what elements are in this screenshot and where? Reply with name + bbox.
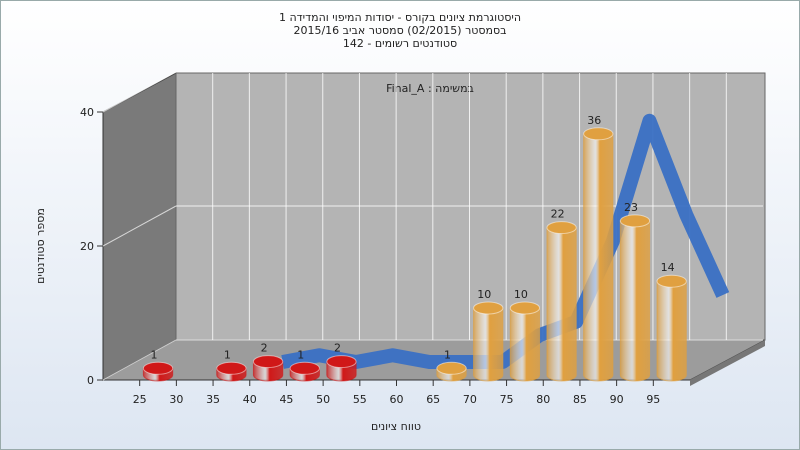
bar-body bbox=[509, 307, 541, 382]
bar-top bbox=[546, 221, 577, 235]
x-tick-label: 45 bbox=[279, 393, 293, 406]
x-tick-label: 65 bbox=[426, 393, 440, 406]
bar bbox=[583, 127, 614, 382]
bar-body bbox=[583, 133, 614, 382]
data-label: 1 bbox=[224, 348, 231, 361]
data-label: 23 bbox=[624, 201, 638, 214]
bar-top bbox=[216, 361, 247, 375]
grid-line bbox=[102, 339, 177, 381]
bar bbox=[216, 361, 247, 382]
title-line: היסטוגרמת ציונים בקורס - יסודות המיפוי ו… bbox=[279, 11, 521, 24]
bar bbox=[546, 221, 577, 382]
data-label: 2 bbox=[334, 342, 341, 355]
x-tick-label: 75 bbox=[500, 393, 514, 406]
bar-top bbox=[436, 361, 467, 375]
data-label: 10 bbox=[477, 288, 491, 301]
x-tick-label: 90 bbox=[610, 393, 624, 406]
y-tick-label: 20 bbox=[80, 240, 94, 253]
y-axis-label: מספר סטודנטים bbox=[34, 208, 47, 284]
x-tick-label: 50 bbox=[316, 393, 330, 406]
bar-top bbox=[326, 355, 357, 369]
data-label: 10 bbox=[514, 288, 528, 301]
title-line: סטודנטים רשומים - 142 bbox=[343, 37, 457, 50]
bar-top bbox=[583, 127, 614, 141]
data-label: 1 bbox=[151, 348, 158, 361]
x-tick-label: 55 bbox=[353, 393, 367, 406]
grid-line bbox=[102, 71, 177, 113]
bar bbox=[289, 361, 320, 382]
bar-top bbox=[473, 301, 504, 315]
bar bbox=[436, 361, 467, 382]
data-label: 1 bbox=[444, 348, 451, 361]
y-tick-label: 0 bbox=[87, 374, 94, 387]
bar-top bbox=[656, 274, 687, 288]
x-tick-label: 25 bbox=[133, 393, 147, 406]
bar-body bbox=[619, 220, 651, 382]
bar bbox=[252, 355, 284, 382]
x-tick-label: 35 bbox=[206, 393, 220, 406]
bar-body bbox=[656, 280, 687, 382]
grid-line bbox=[102, 205, 177, 247]
floor-edge bbox=[690, 340, 765, 386]
annotation: במשימה : Final_A bbox=[386, 82, 474, 95]
bar bbox=[142, 361, 174, 382]
x-tick-label: 70 bbox=[463, 393, 477, 406]
x-tick-label: 60 bbox=[390, 393, 404, 406]
bar-top bbox=[509, 301, 541, 315]
x-tick-label: 80 bbox=[536, 393, 550, 406]
bar-top bbox=[289, 361, 320, 375]
x-tick-label: 40 bbox=[243, 393, 257, 406]
data-label: 14 bbox=[661, 261, 675, 274]
title-line: בסמסטר (02/2015) סמסטר אביב 2015/16 bbox=[293, 24, 506, 37]
bar-top bbox=[619, 214, 651, 228]
bar bbox=[473, 301, 504, 382]
data-label: 22 bbox=[551, 208, 565, 221]
bar-top bbox=[252, 355, 284, 369]
y-tick-label: 40 bbox=[80, 106, 94, 119]
x-tick-label: 85 bbox=[573, 393, 587, 406]
data-label: 36 bbox=[587, 114, 601, 127]
bar bbox=[619, 214, 651, 382]
bar-body bbox=[473, 307, 504, 382]
bar bbox=[656, 274, 687, 382]
data-label: 2 bbox=[261, 342, 268, 355]
x-tick-label: 30 bbox=[169, 393, 183, 406]
x-tick-label: 95 bbox=[646, 393, 660, 406]
data-label: 1 bbox=[297, 348, 304, 361]
bar-top bbox=[142, 361, 174, 375]
bar bbox=[326, 355, 357, 382]
x-axis-label: טווח ציונים bbox=[371, 420, 421, 433]
bar-body bbox=[546, 227, 577, 382]
bar bbox=[509, 301, 541, 382]
